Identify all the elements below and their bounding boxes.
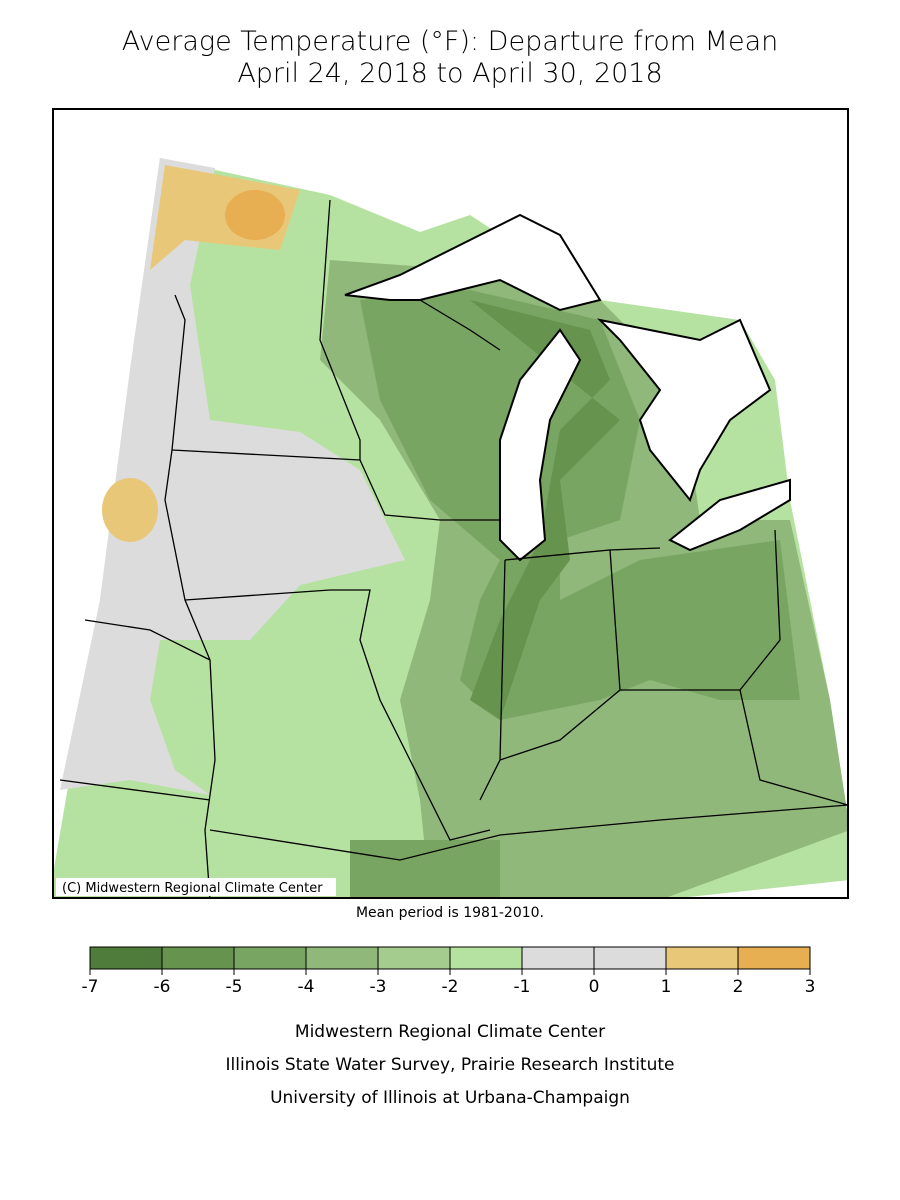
colorbar-bin [305,946,379,970]
colorbar-tick-label: -7 [82,977,99,997]
region-green [350,840,500,898]
colorbar-tick-label: -2 [442,977,459,997]
colorbar-tick-label: -3 [370,977,387,997]
map-frame [52,108,849,899]
colorbar-bin [233,946,307,970]
colorbar-tick-label: -6 [154,977,171,997]
colorbar-tick-label: 3 [805,977,816,997]
colorbar-tick-label: 0 [589,977,600,997]
colorbar-bin [737,946,811,970]
footer-line: Midwestern Regional Climate Center [295,1022,605,1042]
region-warm [102,478,158,542]
mean-period-note: Mean period is 1981-2010. [356,905,544,921]
footer-line: University of Illinois at Urbana-Champai… [270,1088,630,1108]
colorbar-bin [161,946,235,970]
title-line: Average Temperature (°F): Departure from… [122,26,778,57]
colorbar-bin [521,946,595,970]
state-lines [59,199,848,898]
colorbar: -7 -6 -5 -4 -3 -2 -1 0 1 2 3 [82,946,816,997]
copyright-box [56,878,336,896]
region-gray [60,158,405,795]
map: (C) Midwestern Regional Climate Center [52,108,849,899]
title-line: April 24, 2018 to April 30, 2018 [237,58,662,89]
colorbar-bin [377,946,451,970]
colorbar-tick-label: -4 [298,977,315,997]
colorbar-bin [449,946,523,970]
colorbar-bin [593,946,667,970]
region-green [470,300,620,720]
great-lakes [344,213,791,562]
copyright: (C) Midwestern Regional Climate Center [62,881,323,896]
colorbar-tick-label: -1 [514,977,531,997]
region-warm [225,190,285,240]
colorbar-bin [665,946,739,970]
colorbar-tick-label: -5 [226,977,243,997]
region-green [360,290,800,720]
colorbar-tick-label: 2 [733,977,744,997]
colorbar-tick-label: 1 [661,977,672,997]
footer-line: Illinois State Water Survey, Prairie Res… [226,1055,675,1075]
colorbar-bin [89,946,163,970]
